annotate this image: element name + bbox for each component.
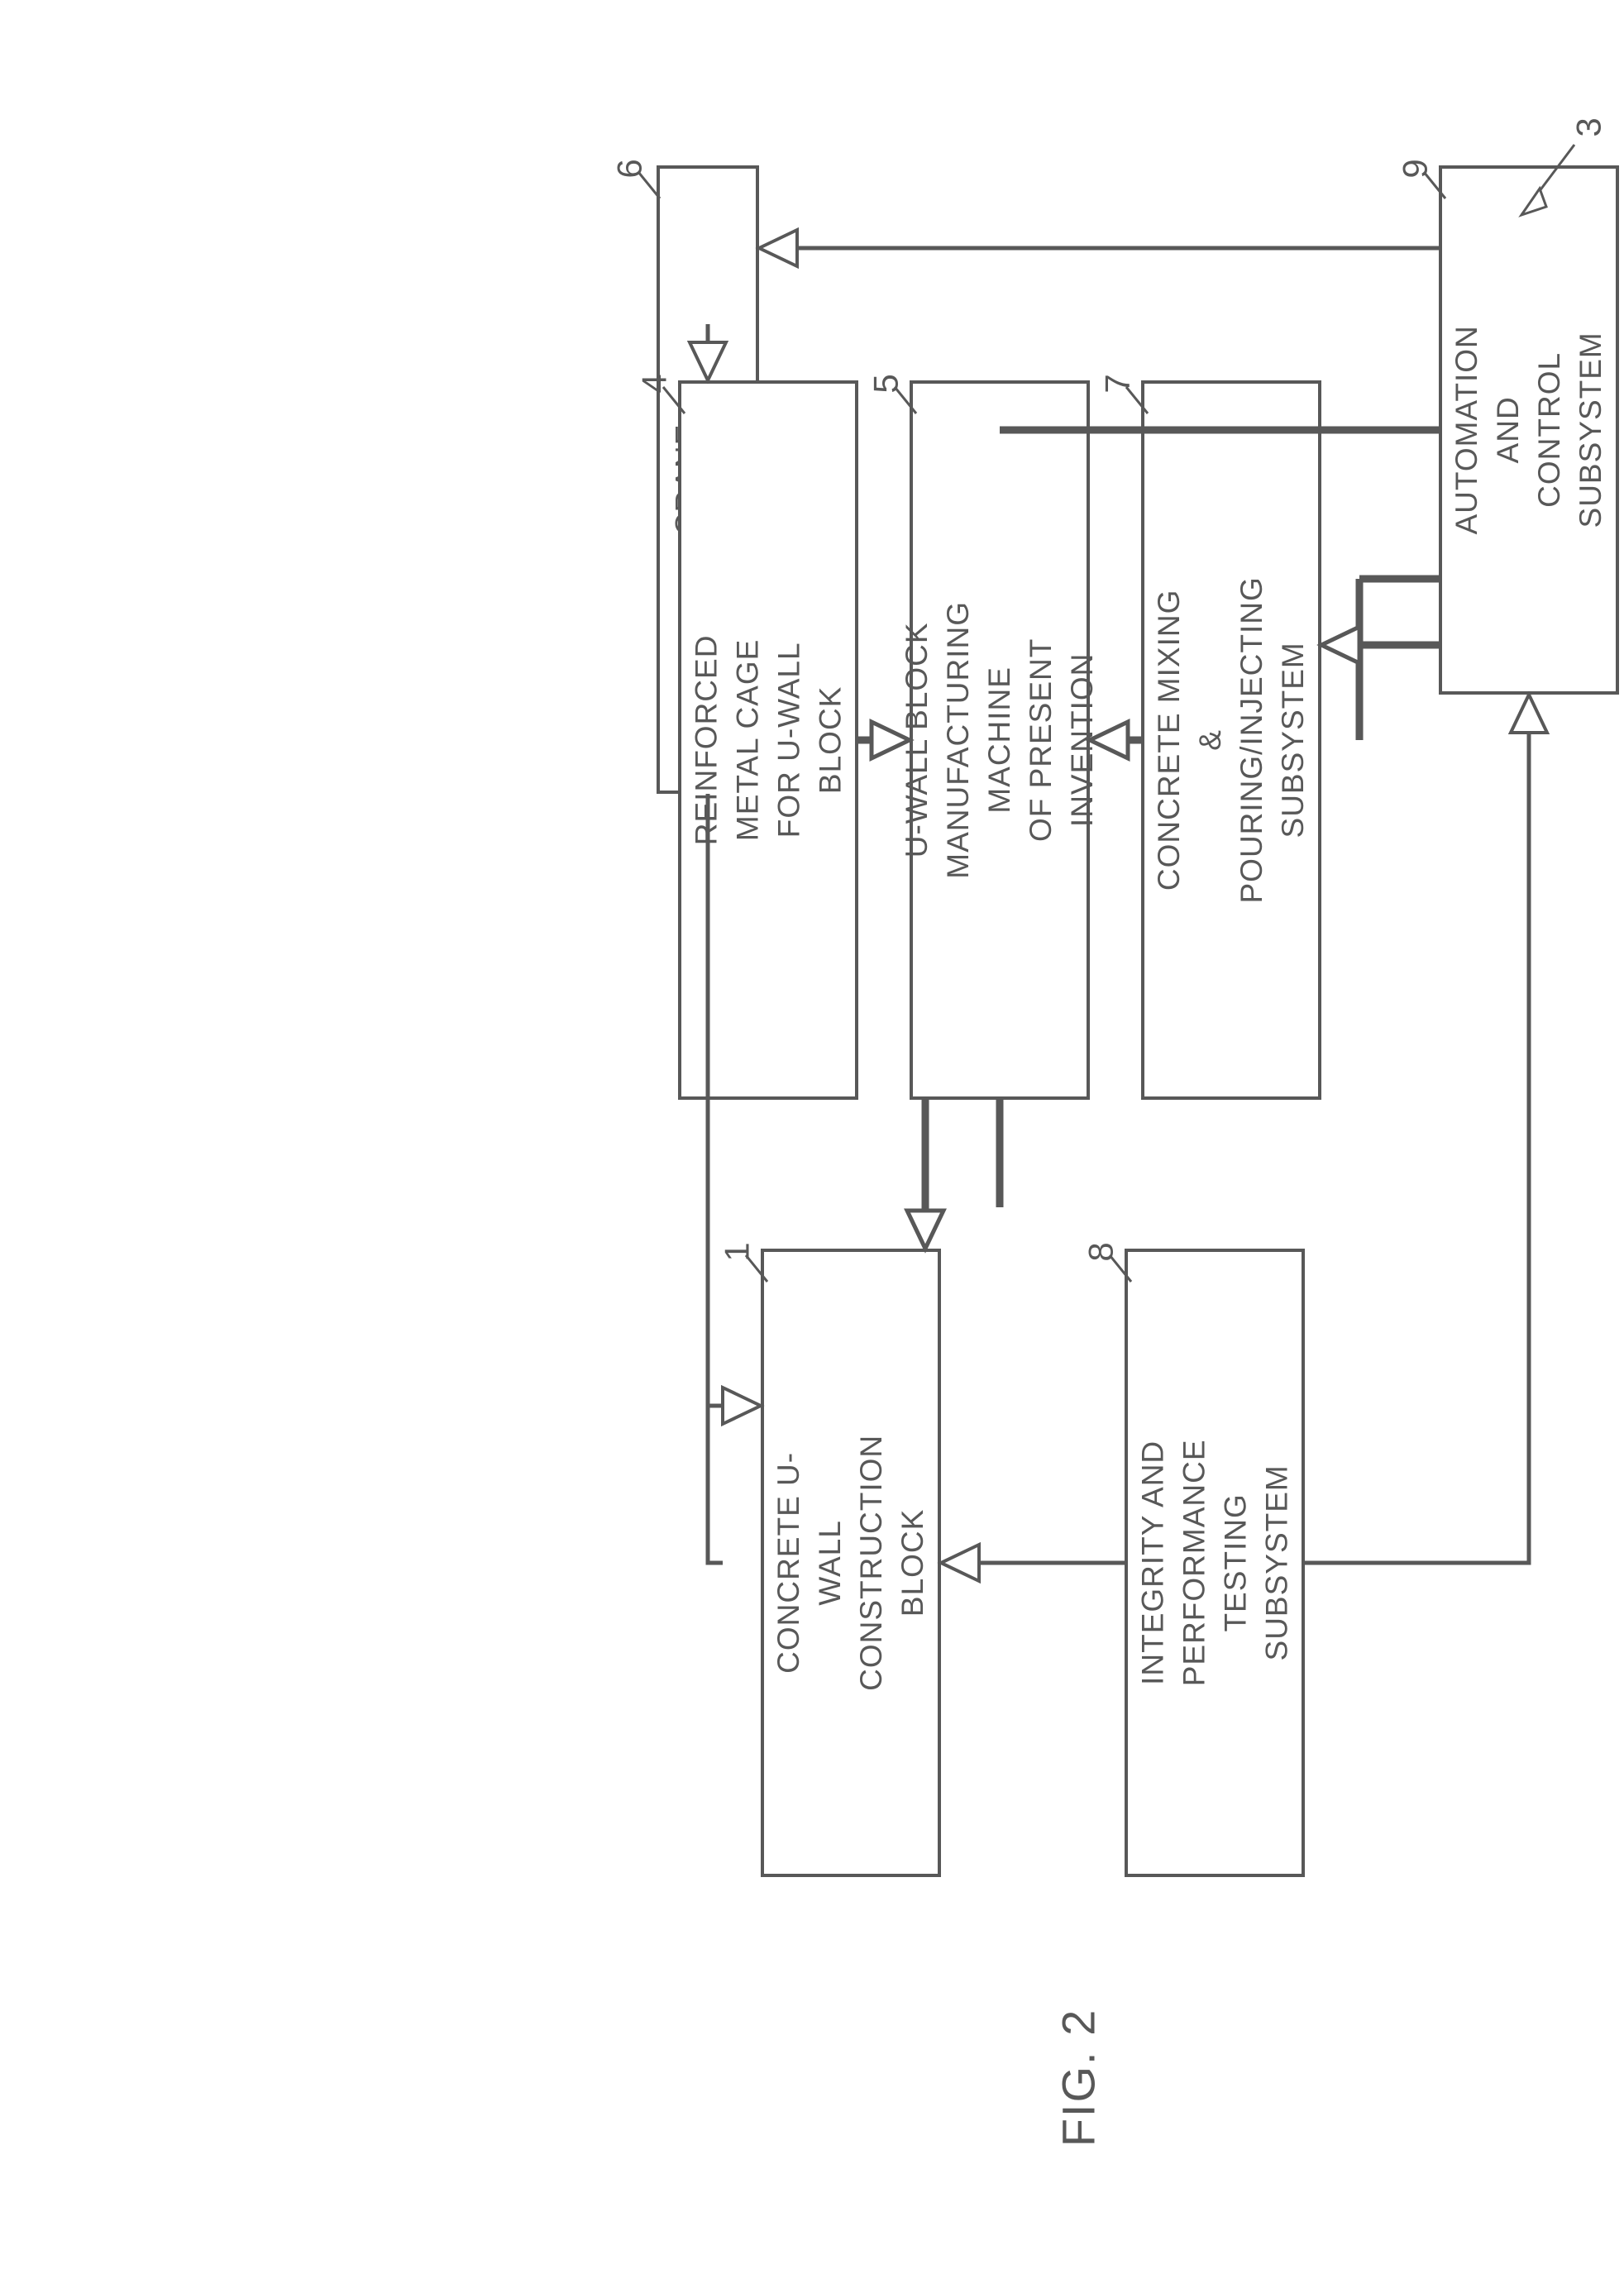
- arrow-machine-to-block-2: [907, 1100, 943, 1249]
- arrow-control-to-crane: [759, 230, 1439, 266]
- box-machine-label: U-WALL BLOCK MANUFACTURING MACHINE OF PR…: [896, 601, 1103, 879]
- box-mixing-label: CONCRETE MIXING & POURING/INJECTING SUBS…: [1149, 576, 1314, 903]
- box-control-label: AUTOMATION AND CONTROL SUBSYSTEM: [1446, 325, 1612, 534]
- box-cage-label: REINFORCED METAL CAGE FOR U-WALL BLOCK: [685, 635, 851, 846]
- ref-7: 7: [1098, 374, 1138, 393]
- box-block-label: CONCRETE U-WALL CONSTRUCTION BLOCK: [768, 1435, 934, 1691]
- box-testing-label: INTEGRITY AND PERFORMANCE TESTING SUBSYS…: [1132, 1440, 1297, 1687]
- box-concrete-uwall-block: CONCRETE U-WALL CONSTRUCTION BLOCK: [761, 1249, 941, 1877]
- figure-label: FIG. 2: [1051, 2009, 1105, 2147]
- box-concrete-mixing: CONCRETE MIXING & POURING/INJECTING SUBS…: [1141, 380, 1321, 1100]
- ref-4: 4: [635, 374, 675, 393]
- arrow-testing-to-control: [1305, 695, 1547, 1563]
- ref-6: 6: [610, 159, 650, 178]
- arrow-control-to-machine: [1359, 579, 1439, 740]
- ref-1: 1: [718, 1242, 757, 1261]
- ref-3: 3: [1569, 117, 1609, 136]
- connectors-svg: [0, 0, 1624, 2293]
- diagram-page: CRANE SUBSYSTEM REINFORCED METAL CAGE FO…: [0, 0, 1624, 2293]
- box-automation-control: AUTOMATION AND CONTROL SUBSYSTEM: [1439, 165, 1619, 695]
- box-manufacturing-machine: U-WALL BLOCK MANUFACTURING MACHINE OF PR…: [910, 380, 1090, 1100]
- box-testing-subsystem: INTEGRITY AND PERFORMANCE TESTING SUBSYS…: [1125, 1249, 1305, 1877]
- box-reinforced-cage: REINFORCED METAL CAGE FOR U-WALL BLOCK: [678, 380, 858, 1100]
- ref-8: 8: [1082, 1242, 1121, 1261]
- arrow-testing-to-block: [941, 1545, 1125, 1581]
- ref-5: 5: [867, 374, 906, 393]
- ref-9: 9: [1396, 159, 1435, 178]
- arrow-control-to-mixing: [1321, 627, 1439, 663]
